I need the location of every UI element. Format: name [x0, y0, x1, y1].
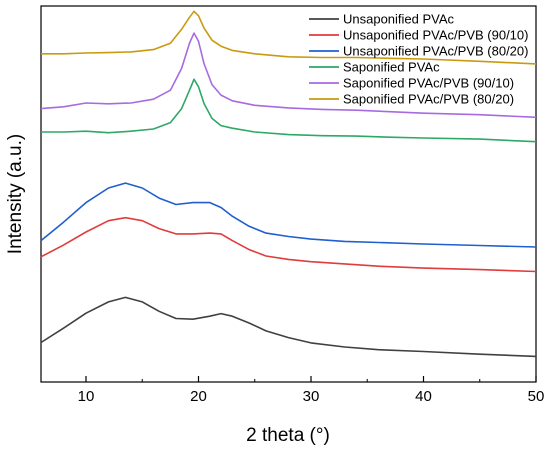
x-tick-label-20: 20: [190, 388, 207, 405]
series-layer: [40, 10, 537, 358]
legend-label-1: Unsaponified PVAc: [343, 12, 455, 27]
series-line-5: [40, 32, 537, 119]
x-tick-label-30: 30: [303, 388, 320, 405]
series-line-2: [40, 216, 537, 273]
x-tick-label-50: 50: [528, 388, 545, 405]
series-line-6: [41, 10, 537, 65]
series-line-3: [40, 182, 537, 248]
legend-label-4: Saponified PVAc: [343, 60, 440, 75]
legend-label-6: Saponified PVAc/PVB (80/20): [343, 92, 514, 107]
x-tick-label-10: 10: [78, 388, 95, 405]
legend-label-5: Saponified PVAc/PVB (90/10): [343, 76, 514, 91]
legend-label-3: Unsaponified PVAc/PVB (80/20): [343, 44, 528, 59]
y-axis-title: Intensity (a.u.): [5, 134, 26, 254]
series-line-4: [41, 78, 537, 143]
legend-label-2: Unsaponified PVAc/PVB (90/10): [343, 28, 528, 43]
x-tick-label-40: 40: [415, 388, 432, 405]
plot-frame: [40, 5, 537, 383]
x-axis-title: 2 theta (°): [246, 425, 330, 446]
x-axis-ticks: 10 20 30 40 50: [78, 376, 545, 405]
series-line-1: [40, 296, 537, 358]
